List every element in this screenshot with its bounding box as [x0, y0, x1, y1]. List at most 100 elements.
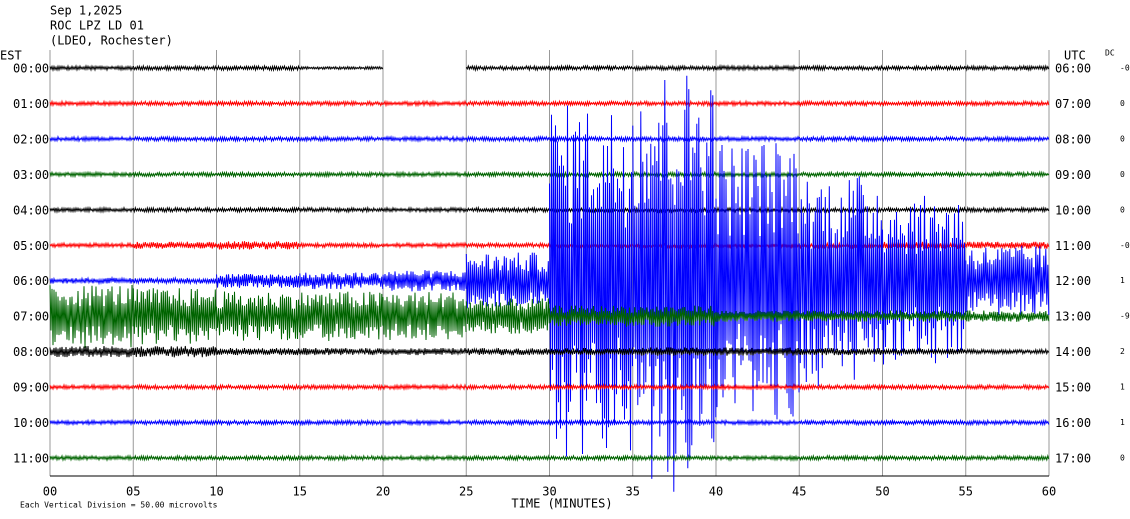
dc-value: 0 — [1120, 99, 1125, 108]
left-axis-label: EST — [0, 49, 22, 63]
dc-value: 1 — [1120, 418, 1125, 427]
x-tick-label: 15 — [293, 485, 307, 499]
trace-segment — [632, 418, 717, 427]
trace-segment — [882, 454, 966, 462]
row-label-utc: 07:00 — [1055, 97, 1091, 111]
trace-segment — [216, 64, 300, 73]
trace-segment — [965, 418, 1050, 427]
x-tick-label: 05 — [126, 485, 140, 499]
right-axis-label: UTC — [1064, 49, 1086, 63]
trace-segment — [465, 418, 550, 427]
trace-segment — [798, 99, 883, 108]
trace-segment — [382, 270, 467, 292]
trace-segment — [132, 383, 217, 391]
trace-segment — [882, 347, 966, 357]
dc-value: -0 — [1120, 241, 1130, 250]
trace-segment — [299, 454, 384, 462]
trace-segment — [882, 195, 966, 365]
x-tick-label: 00 — [43, 485, 57, 499]
row-label-local: 09:00 — [13, 381, 49, 395]
trace-segment — [299, 291, 384, 342]
x-tick-label: 50 — [875, 485, 889, 499]
trace-segment — [632, 99, 717, 108]
trace-segment — [216, 241, 300, 250]
row-label-local: 07:00 — [13, 310, 49, 324]
trace-segment — [715, 347, 800, 356]
trace-segment — [49, 418, 134, 427]
x-tick-label: 45 — [792, 485, 806, 499]
trace-segment — [132, 170, 217, 179]
trace-segment — [632, 347, 717, 356]
dc-value: 0 — [1120, 170, 1125, 179]
trace-segment — [465, 241, 550, 250]
title-line: (LDEO, Rochester) — [50, 34, 173, 48]
trace-segment — [465, 99, 550, 108]
trace-segment — [49, 284, 134, 348]
division-note: Each Vertical Division = 50.00 microvolt… — [20, 501, 218, 510]
trace-segment — [632, 453, 717, 463]
trace-segment — [965, 205, 1050, 214]
row-label-local: 05:00 — [13, 239, 49, 253]
trace-segment — [965, 241, 1050, 250]
trace-segment — [465, 383, 550, 392]
trace-segment — [382, 170, 467, 179]
title-line: ROC LPZ LD 01 — [50, 19, 144, 33]
trace-segment — [465, 134, 550, 143]
trace-segment — [299, 99, 384, 108]
trace-segment — [632, 64, 717, 73]
trace-segment — [216, 291, 300, 341]
trace-segment — [882, 99, 966, 108]
trace-segment — [216, 418, 300, 427]
row-label-local: 03:00 — [13, 168, 49, 182]
trace-segment — [465, 170, 550, 179]
trace-segment — [882, 418, 966, 427]
row-label-utc: 06:00 — [1055, 62, 1091, 76]
trace-segment — [798, 64, 883, 72]
x-tick-label: 10 — [209, 485, 223, 499]
trace-segment — [299, 65, 384, 71]
trace-segment — [299, 170, 384, 179]
trace-segment — [715, 418, 800, 427]
trace-segment — [132, 205, 217, 214]
trace-segment — [382, 347, 467, 356]
trace-segment — [132, 63, 217, 73]
trace-segment — [216, 205, 300, 214]
trace-segment — [965, 383, 1050, 392]
trace-segment — [965, 310, 1050, 322]
trace-segment — [465, 454, 550, 462]
trace-segment — [549, 383, 633, 391]
x-tick-label: 40 — [709, 485, 723, 499]
row-label-local: 10:00 — [13, 416, 49, 430]
trace-segment — [382, 206, 467, 214]
trace-segment — [132, 418, 217, 427]
trace-segment — [49, 345, 134, 358]
row-label-utc: 09:00 — [1055, 168, 1091, 182]
dc-value: 1 — [1120, 276, 1125, 285]
trace-segment — [49, 64, 134, 73]
trace-segment — [132, 135, 217, 143]
x-tick-label: 20 — [376, 485, 390, 499]
dc-value: -9 — [1120, 312, 1130, 321]
trace-segment — [965, 245, 1050, 316]
trace-segment — [882, 383, 966, 391]
trace-segment — [798, 418, 883, 427]
trace-segment — [382, 241, 467, 250]
dc-value: 0 — [1120, 205, 1125, 214]
trace-segment — [798, 454, 883, 462]
trace-segment — [299, 347, 384, 356]
trace-segment — [382, 454, 467, 462]
trace-segment — [465, 205, 550, 214]
trace-segment — [465, 252, 550, 309]
trace-segment — [965, 454, 1050, 462]
trace-segment — [798, 176, 883, 387]
row-label-utc: 17:00 — [1055, 451, 1091, 465]
dc-value: 0 — [1120, 134, 1125, 143]
trace-segment — [715, 134, 800, 143]
trace-segment — [549, 305, 633, 327]
trace-segment — [549, 418, 633, 427]
row-label-utc: 13:00 — [1055, 310, 1091, 324]
row-label-utc: 15:00 — [1055, 381, 1091, 395]
trace-segment — [299, 205, 384, 214]
trace-segment — [216, 454, 300, 462]
trace-segment — [882, 135, 966, 143]
